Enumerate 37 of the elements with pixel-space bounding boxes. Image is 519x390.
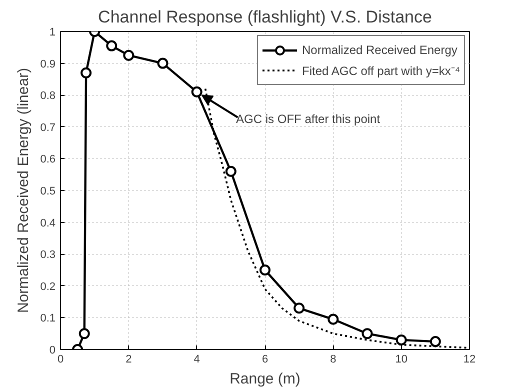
- legend-label: Normalized Received Energy: [302, 43, 458, 57]
- annotation: AGC is OFF after this point: [236, 112, 381, 126]
- x-tick-label: 0: [57, 354, 64, 366]
- y-tick-label: 0.1: [40, 312, 56, 325]
- x-tick-label: 8: [330, 354, 336, 366]
- point: [106, 40, 118, 52]
- x-tick-label: 2: [126, 354, 132, 366]
- chart-title: Channel Response (flashlight) V.S. Distance: [98, 8, 432, 26]
- point: [123, 50, 134, 61]
- x-tick-label: 10: [395, 354, 408, 366]
- point: [80, 67, 92, 78]
- point: [157, 58, 168, 69]
- x-tick-label: 12: [463, 354, 476, 366]
- point: [328, 314, 339, 325]
- point: [294, 302, 305, 314]
- y-tick-label: 0.4: [40, 217, 56, 230]
- point: [225, 166, 236, 177]
- y-tick-label: 0.8: [40, 90, 56, 102]
- y-tick-label: 0.6: [40, 154, 56, 166]
- point: [260, 264, 270, 276]
- legend-label: Fited AGC off part with y=kx⁻⁴: [302, 62, 460, 78]
- y-tick-label: 0.7: [40, 122, 56, 134]
- x-tick-label: 4: [194, 354, 200, 366]
- y-tick-label: 0.5: [40, 186, 56, 198]
- y-tick-label: 1: [49, 26, 56, 38]
- point: [396, 334, 407, 346]
- y-tick-label: 0.3: [40, 249, 56, 262]
- x-axis-title: Range (m): [230, 370, 300, 388]
- point: [191, 86, 202, 98]
- point: [430, 336, 441, 348]
- y-tick-label: 0: [49, 344, 56, 356]
- x-tick-label: 6: [262, 354, 268, 366]
- point: [78, 328, 90, 340]
- point: [362, 328, 373, 340]
- y-tick-label: 0.2: [40, 280, 56, 293]
- y-tick-label: 0.9: [40, 58, 56, 70]
- y-axis-title: Normalized Received Energy (linear): [15, 68, 32, 314]
